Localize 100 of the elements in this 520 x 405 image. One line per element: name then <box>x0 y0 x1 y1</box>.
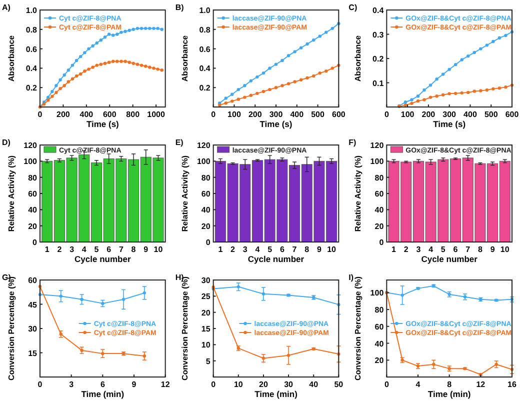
x-tick-label: 16 <box>508 380 517 389</box>
x-axis-title: Cycle number <box>421 254 478 264</box>
chart-title: B) <box>175 3 184 12</box>
y-tick-label: 0.6 <box>26 44 38 54</box>
y-tick-label: 0 <box>206 238 211 247</box>
y-tick-label: 60 <box>374 190 384 198</box>
y-tick-label: 20 <box>201 222 211 231</box>
y-tick-label: 20 <box>201 308 211 318</box>
y-tick-label: 0.1 <box>372 78 384 88</box>
x-tick-label: 12 <box>476 380 486 389</box>
x-tick-label: 3 <box>242 245 248 254</box>
chart-title: A) <box>2 3 11 12</box>
x-tick-label: 6 <box>453 245 458 254</box>
y-axis-title: Relative Activity (%) <box>180 155 190 232</box>
x-tick-label: 12 <box>160 380 170 389</box>
y-tick-label: 40 <box>28 206 38 215</box>
y-tick-label: 1.0 <box>26 6 38 15</box>
x-tick-label: 3 <box>70 245 75 254</box>
y-tick-label: 100 <box>370 157 384 166</box>
y-tick-label: 100 <box>370 288 384 298</box>
x-tick-label: 7 <box>118 245 124 254</box>
y-tick-label: 0 <box>32 238 38 247</box>
x-tick-label: 500 <box>311 110 325 119</box>
y-tick-label: 1.0 <box>199 6 211 15</box>
y-tick-label: 15 <box>28 348 38 358</box>
x-tick-label: 6 <box>100 380 106 389</box>
x-tick-label: 1 <box>44 245 50 254</box>
x-tick-label: 1000 <box>147 110 166 119</box>
x-tick-label: 400 <box>290 110 304 119</box>
chart-title: C) <box>348 3 358 12</box>
y-tick-label: 120 <box>370 141 384 150</box>
y-tick-label: 30 <box>28 324 38 334</box>
x-tick-label: 7 <box>466 245 471 254</box>
y-tick-label: 80 <box>374 306 384 315</box>
x-axis-title: Cycle number <box>248 254 305 264</box>
x-tick-label: 9 <box>316 245 322 254</box>
y-axis-title: Conversion Percentage (%) <box>354 276 363 381</box>
y-tick-label: 40 <box>374 206 384 215</box>
x-axis-title: Time (min) <box>81 389 124 399</box>
x-tick-label: 0 <box>211 110 216 119</box>
x-axis-title: Time (s) <box>86 119 120 129</box>
x-tick-label: 4 <box>416 380 421 389</box>
y-tick-label: 60 <box>28 276 38 285</box>
y-axis-title: Absorbance <box>7 34 16 82</box>
x-tick-label: 1 <box>218 245 224 254</box>
y-tick-label: 5 <box>206 356 211 366</box>
chart-title: D) <box>2 138 11 147</box>
x-tick-label: 40 <box>309 380 319 389</box>
y-tick-label: 60 <box>28 190 38 198</box>
y-tick-label: 20 <box>374 356 384 366</box>
x-tick-label: 100 <box>228 110 242 119</box>
x-tick-label: 6 <box>280 245 285 254</box>
x-tick-label: 8 <box>478 245 483 254</box>
x-tick-label: 10 <box>234 380 244 389</box>
x-tick-label: 9 <box>132 380 137 389</box>
y-tick-label: 20 <box>374 222 384 231</box>
x-tick-label: 500 <box>484 110 498 119</box>
chart-title: H) <box>175 273 184 282</box>
y-tick-label: 100 <box>196 157 211 166</box>
y-tick-label: 0.8 <box>26 25 38 34</box>
x-tick-label: 600 <box>332 110 346 119</box>
x-axis-title: Time (s) <box>433 119 466 129</box>
x-tick-label: 600 <box>102 110 117 119</box>
chart-title: F) <box>348 138 357 147</box>
y-tick-label: 80 <box>28 173 38 182</box>
y-tick-label: 80 <box>201 173 211 182</box>
y-tick-label: 10 <box>201 340 211 350</box>
y-tick-label: 30 <box>201 276 211 285</box>
y-tick-label: 0.4 <box>26 64 38 74</box>
y-tick-label: 0.4 <box>372 6 384 15</box>
y-tick-label: 0.2 <box>199 84 211 93</box>
x-tick-label: 2 <box>57 245 62 254</box>
x-tick-label: 200 <box>422 110 436 119</box>
x-tick-label: 4 <box>428 245 434 254</box>
y-axis-title: Absorbance <box>180 34 190 82</box>
x-tick-label: 8 <box>131 245 136 254</box>
x-axis-title: Time (min) <box>428 389 471 399</box>
chart-title: I) <box>348 273 354 282</box>
x-tick-label: 800 <box>126 110 140 119</box>
x-tick-label: 400 <box>80 110 94 119</box>
x-tick-label: 10 <box>327 245 337 254</box>
x-tick-label: 2 <box>230 245 236 254</box>
x-axis-title: Time (min) <box>254 389 298 399</box>
x-tick-label: 8 <box>447 380 452 389</box>
x-tick-label: 4 <box>255 245 260 254</box>
x-tick-label: 3 <box>416 245 422 254</box>
x-tick-label: 4 <box>82 245 87 254</box>
x-tick-label: 2 <box>404 245 409 254</box>
x-tick-label: 5 <box>268 245 273 254</box>
x-tick-label: 9 <box>490 245 496 254</box>
x-tick-label: 30 <box>284 380 294 389</box>
y-tick-label: 40 <box>374 339 384 348</box>
x-axis-title: Time (s) <box>260 119 292 129</box>
chart-title: G) <box>2 273 12 282</box>
y-axis-title: Relative Activity (%) <box>354 155 363 232</box>
chart-title: E) <box>175 138 184 147</box>
y-tick-label: 100 <box>24 157 38 166</box>
x-tick-label: 9 <box>144 245 149 254</box>
x-tick-label: 10 <box>500 245 510 254</box>
y-tick-label: 80 <box>374 173 384 182</box>
